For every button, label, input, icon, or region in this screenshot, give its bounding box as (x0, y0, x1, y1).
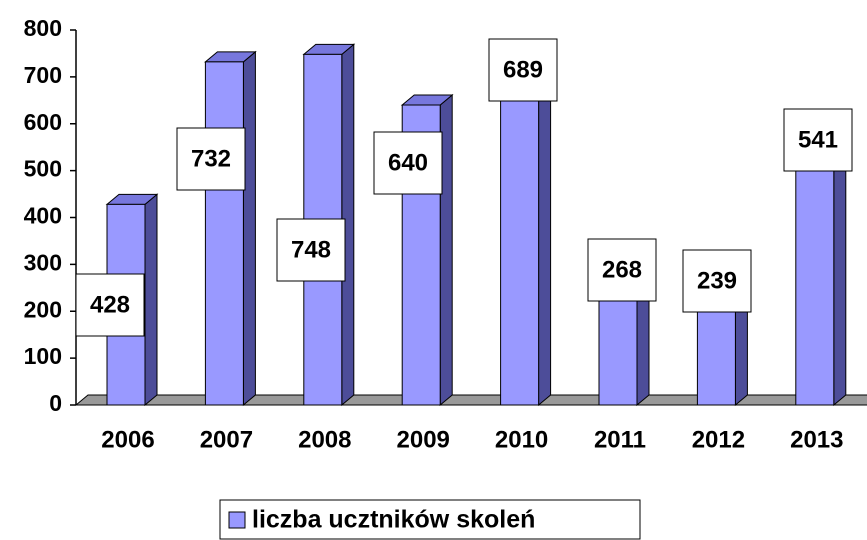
floor (74, 394, 867, 406)
data-label-box (587, 238, 657, 302)
data-label: 689 (503, 56, 543, 83)
x-tick-label: 2007 (200, 426, 253, 453)
y-tick-label: 500 (24, 156, 62, 182)
y-tick-label: 100 (24, 343, 62, 369)
y-tick-label: 200 (24, 296, 62, 322)
legend-swatch (228, 511, 246, 529)
y-tick-label: 400 (24, 203, 62, 229)
data-label: 541 (798, 126, 838, 153)
x-tick-label: 2013 (790, 426, 843, 453)
y-tick-label: 300 (24, 249, 62, 275)
legend-box (219, 499, 641, 540)
bar-side (833, 140, 847, 407)
x-tick-label: 2011 (594, 426, 646, 453)
data-label-box (176, 127, 246, 191)
data-label: 640 (388, 149, 428, 176)
bar (204, 61, 244, 406)
data-label: 239 (697, 267, 737, 294)
x-tick-label: 2009 (397, 426, 450, 453)
y-tick-label: 800 (24, 15, 62, 41)
data-label-box (75, 273, 145, 337)
y-tick-label: 700 (24, 62, 62, 88)
x-tick-label: 2012 (692, 426, 745, 453)
y-tick-label: 600 (24, 109, 62, 135)
bar-side (144, 193, 158, 407)
bar (500, 81, 540, 406)
data-label-box (783, 108, 853, 172)
data-label: 428 (90, 291, 130, 318)
data-label-box (488, 38, 558, 102)
x-tick-label: 2006 (101, 426, 154, 453)
data-label: 268 (602, 256, 642, 283)
data-label-box (373, 131, 443, 195)
bar-side (242, 50, 256, 407)
data-label-box (276, 218, 346, 282)
bar (795, 150, 835, 406)
data-label-box (682, 249, 752, 313)
data-label: 732 (191, 145, 231, 172)
legend-label: liczba ucztników skoleń (252, 506, 535, 534)
y-tick-label: 0 (49, 390, 62, 416)
data-label: 748 (291, 236, 331, 263)
x-tick-label: 2008 (298, 426, 351, 453)
x-tick-label: 2010 (495, 426, 548, 453)
bar-side (538, 70, 552, 407)
